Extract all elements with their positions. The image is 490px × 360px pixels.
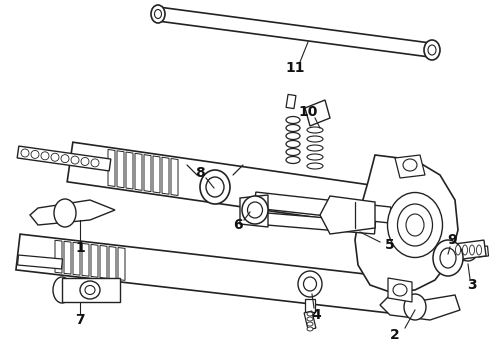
Polygon shape <box>17 146 111 171</box>
Ellipse shape <box>286 148 300 156</box>
Polygon shape <box>380 295 460 320</box>
Polygon shape <box>108 149 115 186</box>
Ellipse shape <box>463 247 473 257</box>
Ellipse shape <box>91 159 99 167</box>
Ellipse shape <box>286 132 300 139</box>
Text: 1: 1 <box>75 241 85 255</box>
Ellipse shape <box>81 157 89 166</box>
Ellipse shape <box>53 277 71 303</box>
Ellipse shape <box>307 312 313 316</box>
Ellipse shape <box>21 149 29 157</box>
Ellipse shape <box>71 156 79 164</box>
Polygon shape <box>320 196 375 234</box>
Text: 3: 3 <box>467 278 477 292</box>
Polygon shape <box>55 240 62 273</box>
Ellipse shape <box>393 284 407 296</box>
Polygon shape <box>100 246 107 278</box>
Ellipse shape <box>247 202 263 218</box>
Ellipse shape <box>31 150 39 158</box>
Ellipse shape <box>476 245 482 255</box>
Polygon shape <box>118 248 125 280</box>
Ellipse shape <box>54 199 76 227</box>
Ellipse shape <box>307 163 323 169</box>
Ellipse shape <box>41 152 49 160</box>
Ellipse shape <box>51 153 59 161</box>
Polygon shape <box>16 234 392 313</box>
Ellipse shape <box>151 5 165 23</box>
Polygon shape <box>254 192 391 223</box>
Ellipse shape <box>206 177 224 197</box>
Ellipse shape <box>200 170 230 204</box>
Ellipse shape <box>456 245 461 255</box>
Ellipse shape <box>404 294 426 320</box>
Ellipse shape <box>307 322 313 326</box>
Polygon shape <box>171 158 178 195</box>
Text: 5: 5 <box>385 238 395 252</box>
Ellipse shape <box>286 140 300 148</box>
Ellipse shape <box>406 214 424 236</box>
Text: 2: 2 <box>390 328 400 342</box>
Text: 8: 8 <box>195 166 205 180</box>
Polygon shape <box>67 142 393 228</box>
Polygon shape <box>454 240 486 260</box>
Ellipse shape <box>61 155 69 163</box>
Ellipse shape <box>403 159 417 171</box>
Polygon shape <box>240 195 268 227</box>
Ellipse shape <box>397 204 433 246</box>
Polygon shape <box>254 212 375 234</box>
Text: 9: 9 <box>447 233 457 247</box>
Polygon shape <box>144 155 151 192</box>
Text: 7: 7 <box>75 313 85 327</box>
Ellipse shape <box>307 127 323 133</box>
Polygon shape <box>62 278 120 302</box>
Ellipse shape <box>298 271 322 297</box>
Ellipse shape <box>242 196 268 224</box>
Ellipse shape <box>307 154 323 160</box>
Polygon shape <box>304 311 316 330</box>
Polygon shape <box>395 155 425 178</box>
Ellipse shape <box>303 277 317 291</box>
Ellipse shape <box>286 117 300 123</box>
Ellipse shape <box>307 317 313 321</box>
Polygon shape <box>162 157 169 194</box>
Polygon shape <box>30 200 115 225</box>
Ellipse shape <box>307 145 323 151</box>
Polygon shape <box>82 243 89 276</box>
Polygon shape <box>135 153 142 190</box>
Polygon shape <box>109 247 116 279</box>
Polygon shape <box>286 94 296 109</box>
Text: 4: 4 <box>311 308 321 322</box>
Ellipse shape <box>440 248 456 268</box>
Ellipse shape <box>424 40 440 60</box>
Polygon shape <box>126 152 133 189</box>
Ellipse shape <box>286 125 300 131</box>
Polygon shape <box>91 244 98 277</box>
Ellipse shape <box>388 193 442 257</box>
Polygon shape <box>446 245 478 262</box>
Polygon shape <box>18 255 62 269</box>
Polygon shape <box>388 278 412 302</box>
Text: 6: 6 <box>233 218 243 232</box>
Polygon shape <box>355 155 458 292</box>
Text: 10: 10 <box>298 105 318 119</box>
Text: 11: 11 <box>285 61 305 75</box>
Polygon shape <box>477 246 489 257</box>
Ellipse shape <box>307 136 323 142</box>
Polygon shape <box>117 151 124 188</box>
Polygon shape <box>153 156 160 193</box>
Ellipse shape <box>469 245 474 255</box>
Polygon shape <box>305 100 330 126</box>
Ellipse shape <box>307 327 313 331</box>
Polygon shape <box>157 7 431 57</box>
Ellipse shape <box>286 157 300 163</box>
Ellipse shape <box>463 245 467 255</box>
Polygon shape <box>305 299 315 312</box>
Polygon shape <box>64 241 71 274</box>
Ellipse shape <box>459 243 477 261</box>
Ellipse shape <box>433 240 463 276</box>
Polygon shape <box>73 242 80 275</box>
Ellipse shape <box>80 281 100 299</box>
